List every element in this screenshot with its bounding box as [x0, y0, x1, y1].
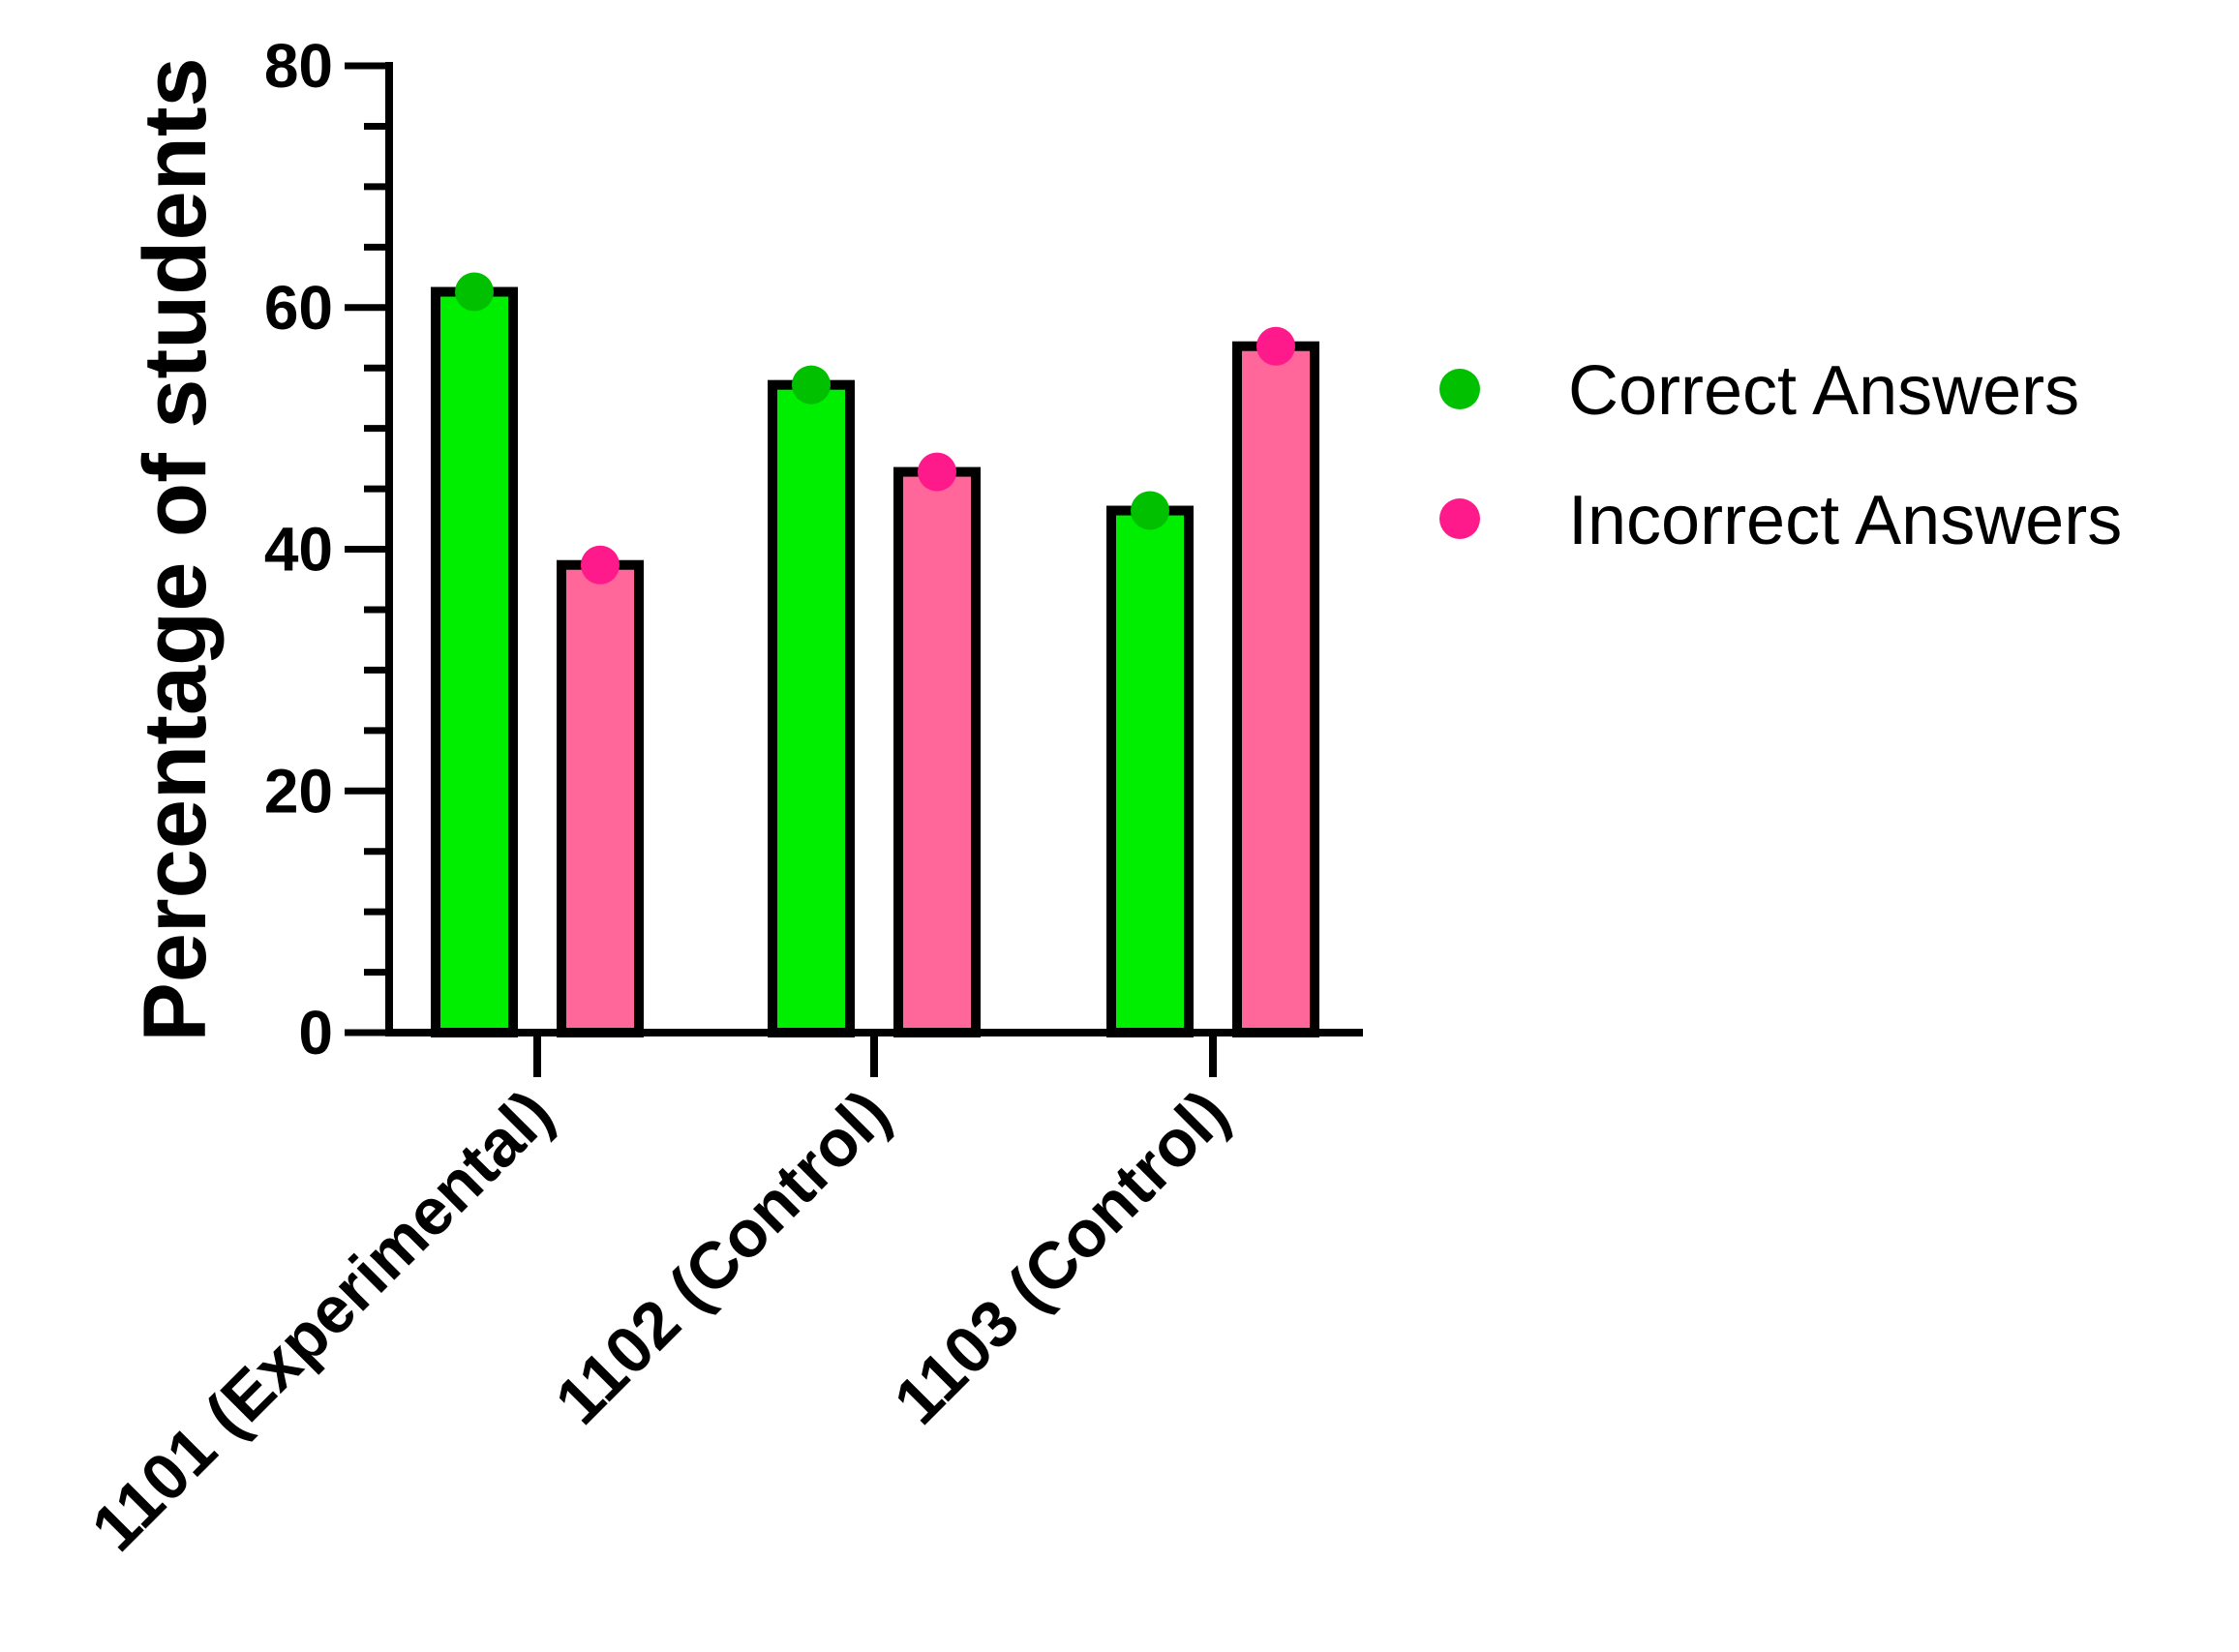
axes-layer	[385, 62, 1363, 1036]
bar-correct-1	[431, 286, 518, 1037]
legend: Correct Answers Incorrect Answers	[1439, 352, 2122, 559]
y-tick-label: 20	[264, 756, 333, 826]
point-correct-3	[1131, 491, 1169, 530]
point-incorrect-3	[1256, 326, 1295, 366]
x-tick-label-1: 1101 (Experimental)	[77, 1076, 566, 1565]
x-tick-label-2: 1102 (Control)	[541, 1076, 903, 1438]
y-tick-label: 0	[298, 998, 333, 1067]
bar-correct-3	[1106, 505, 1194, 1037]
point-correct-2	[792, 365, 831, 405]
y-ticks-layer: 0 20 40 60 80	[264, 31, 389, 1067]
point-incorrect-1	[581, 545, 620, 585]
y-tick-label: 60	[264, 273, 333, 343]
legend-marker-correct	[1439, 369, 1480, 409]
bars-layer	[431, 286, 1319, 1038]
bar-incorrect-1	[557, 559, 644, 1037]
bar-incorrect-3	[1232, 341, 1319, 1037]
bar-correct-2	[768, 379, 855, 1038]
legend-marker-incorrect	[1439, 498, 1480, 539]
bar-incorrect-2	[893, 466, 981, 1037]
x-ticks-layer: 1101 (Experimental)1102 (Control)1103 (C…	[77, 1033, 1243, 1565]
legend-label-correct: Correct Answers	[1568, 352, 2079, 430]
point-incorrect-2	[918, 452, 956, 492]
y-axis-title: Percentage of students	[126, 57, 225, 1041]
y-tick-label: 40	[264, 515, 333, 585]
y-tick-label: 80	[264, 31, 333, 101]
x-tick-label-3: 1103 (Control)	[880, 1076, 1242, 1438]
points-layer	[455, 272, 1295, 585]
point-correct-1	[455, 272, 494, 312]
legend-label-incorrect: Incorrect Answers	[1568, 482, 2122, 559]
